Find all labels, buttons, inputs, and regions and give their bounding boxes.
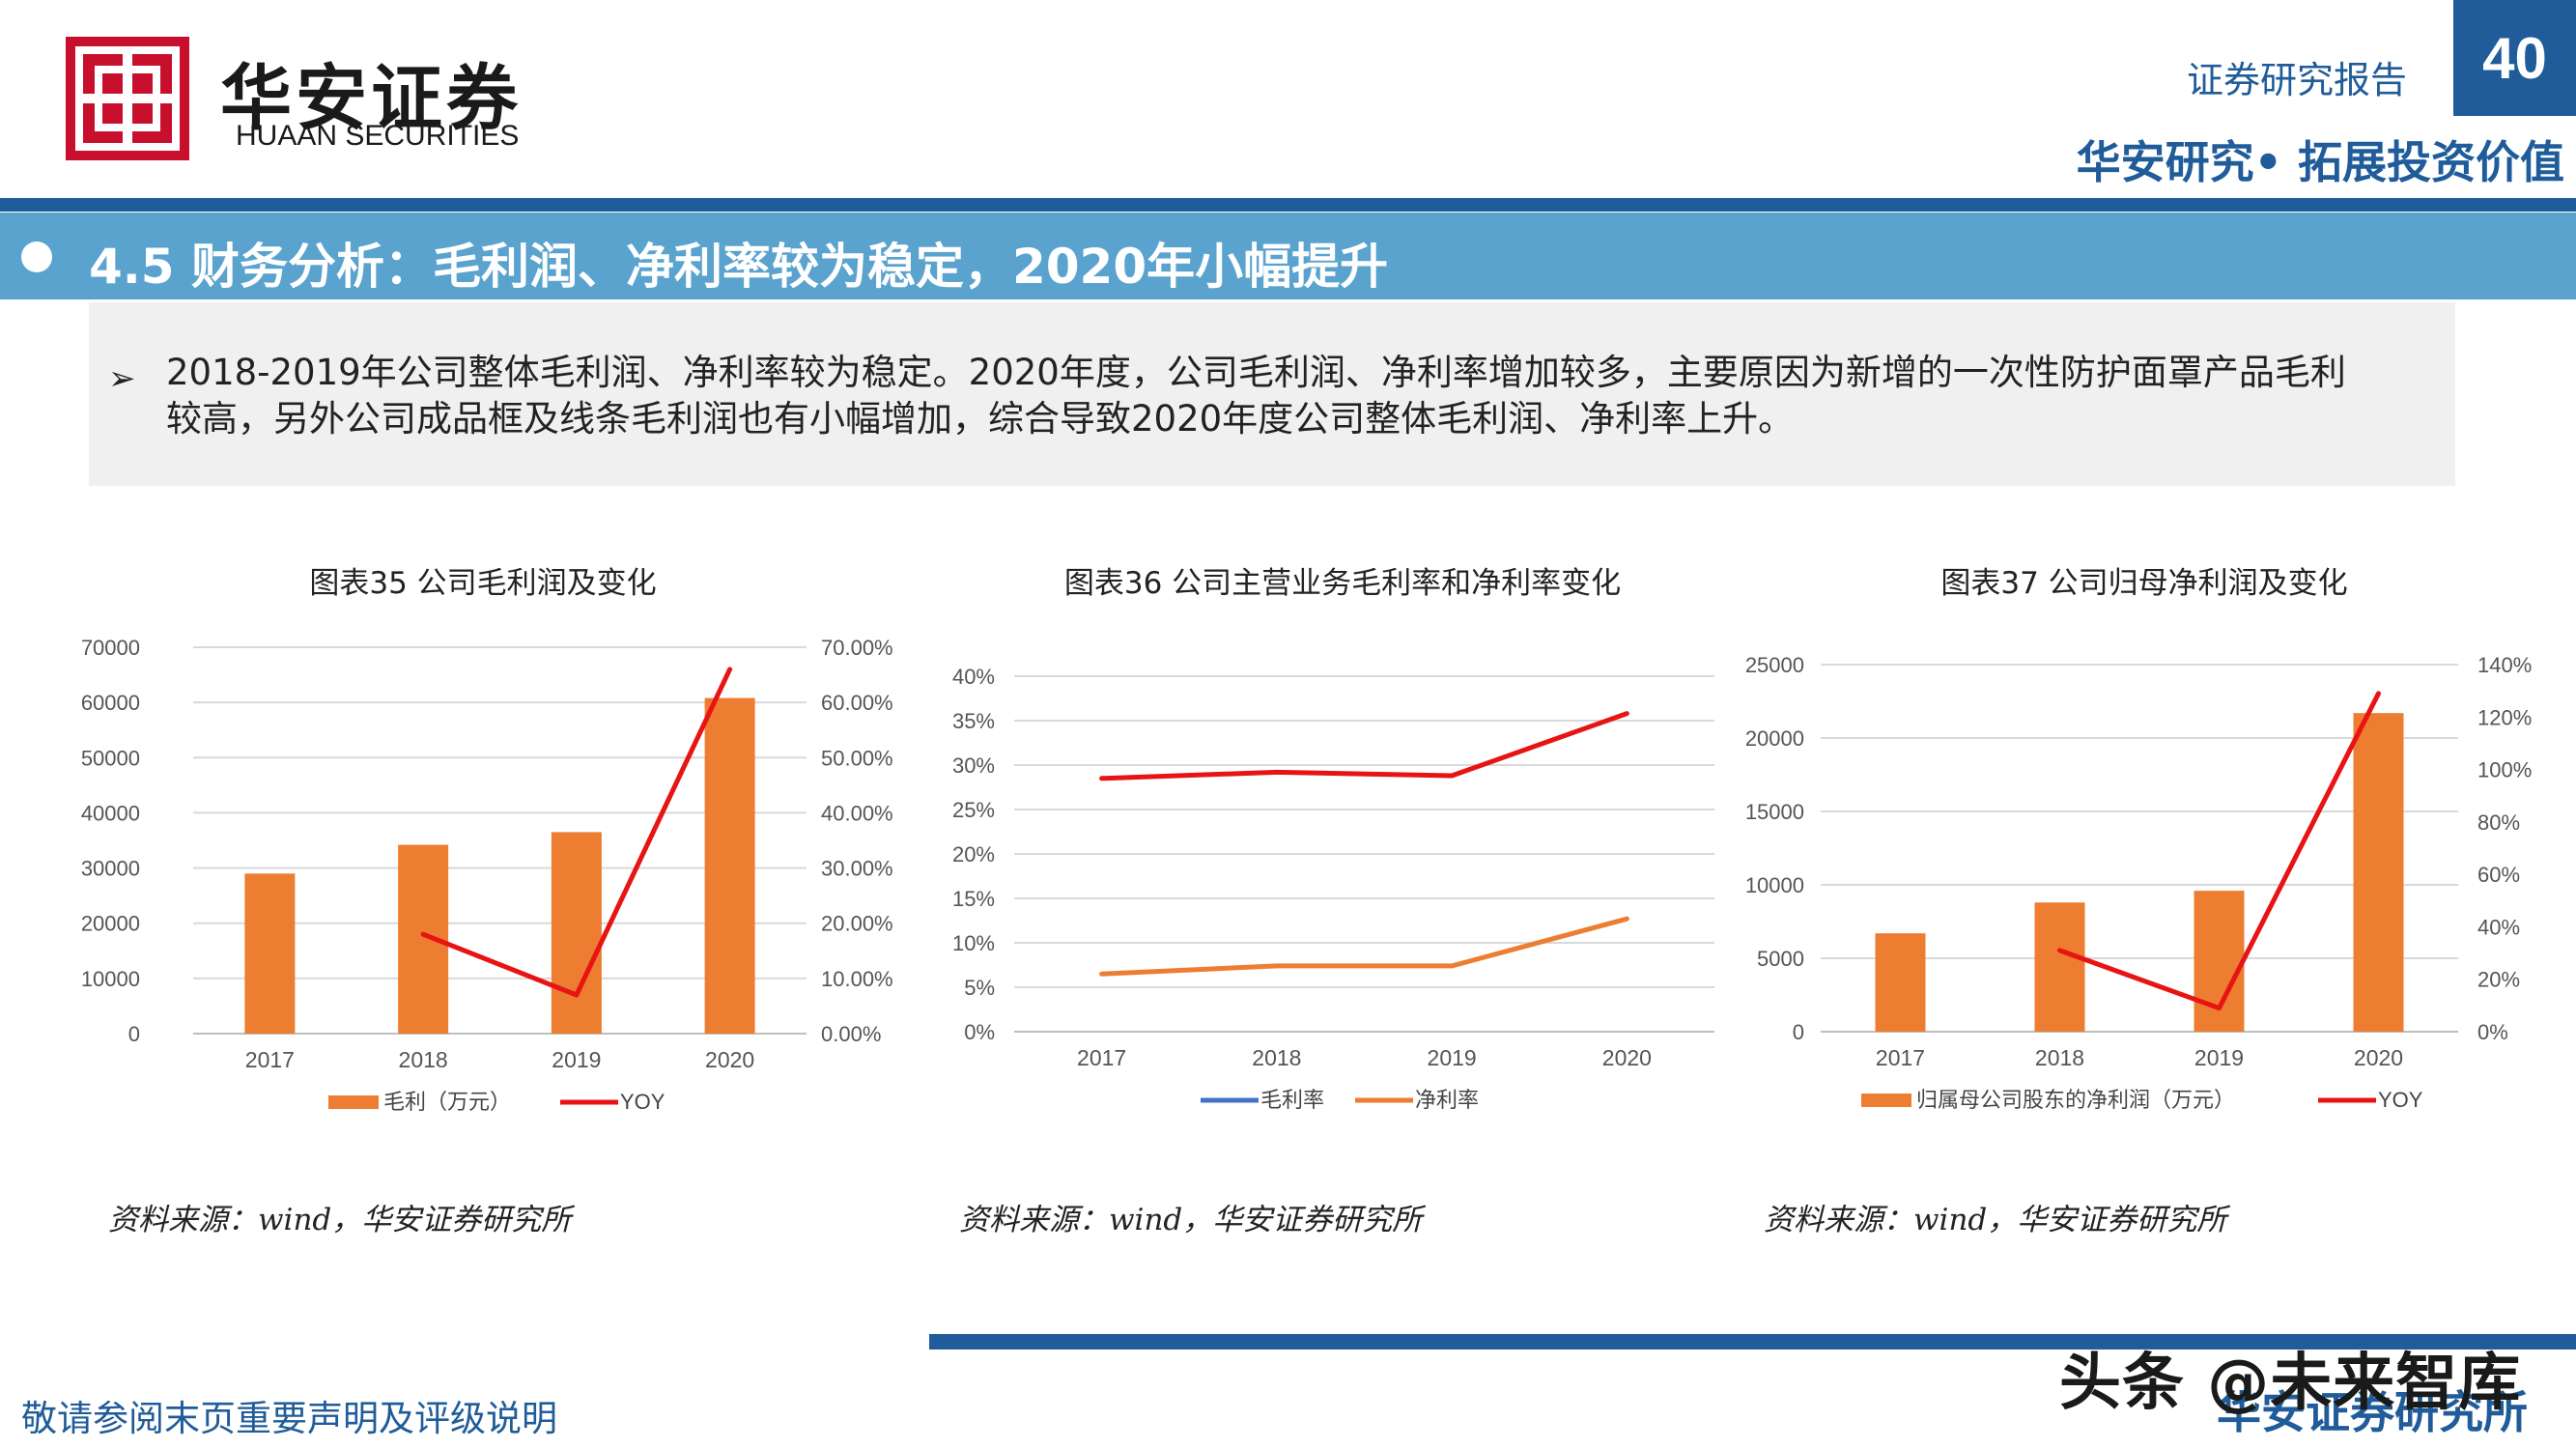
chart-0-y2-tick: 30.00% [821,857,893,881]
chart-36-title: 图表36 公司主营业务毛利率和净利率变化 [1063,566,1622,601]
section-title-band [0,213,2576,299]
chart-1-x-tick: 2018 [1252,1045,1301,1070]
chart-0-legend-label: YOY [620,1090,665,1114]
chart-2-x-tick: 2018 [2035,1045,2084,1070]
chart-2-y-tick: 20000 [1745,726,1804,751]
chart-2-y2-tick: 120% [2477,705,2532,729]
chart-2-y-tick: 25000 [1745,653,1804,677]
chart-0-y2-tick: 60.00% [821,691,893,715]
chart-1-x-tick: 2020 [1602,1045,1652,1070]
chart-0-y-tick: 70000 [81,636,140,660]
brand-name-cn: 华安证券 [220,57,522,140]
chart-1-y-tick: 25% [952,798,995,822]
chart-1-y-tick: 20% [952,842,995,867]
chart-1-y-tick: 40% [952,665,995,689]
chart-0-y-tick: 30000 [81,857,140,881]
chart-37-title: 图表37 公司归母净利润及变化 [1940,566,2348,601]
chart-0-y-tick: 20000 [81,912,140,936]
chart-1-legend-label: 毛利率 [1260,1088,1324,1112]
chart-0-y-tick: 60000 [81,691,140,715]
chart-35-title: 图表35 公司毛利润及变化 [309,566,657,601]
chart-0-y2-tick: 10.00% [821,967,893,991]
summary-line-2: 较高，另外公司成品框及线条毛利润也有小幅增加，综合导致2020年度公司整体毛利润… [166,398,1795,440]
chart-0-y-tick: 0 [128,1022,140,1046]
chart-36-source: 资料来源：wind，华安证券研究所 [959,1203,1423,1237]
chart-2-bar [2353,713,2404,1032]
chart-2-bar [2194,891,2245,1032]
chart-0-legend-swatch [328,1095,379,1109]
bullet-dot-icon [21,242,52,272]
chart-2-y2-tick: 100% [2477,758,2532,782]
chart-0-y2-tick: 70.00% [821,636,893,660]
section-title: 4.5 财务分析：毛利润、净利率较为稳定，2020年小幅提升 [89,239,1389,295]
brand-name-en: HUAAN SECURITIES [236,120,520,152]
summary-line-1: 2018-2019年公司整体毛利润、净利率较为稳定。2020年度，公司毛利润、净… [166,352,2346,393]
chart-2-y-tick: 5000 [1757,947,1804,971]
chart-0-y-tick: 40000 [81,801,140,825]
chart-0-bar [244,873,296,1034]
chart-0-x-tick: 2019 [552,1047,601,1072]
summary-text: 2018-2019年公司整体毛利润、净利率较为稳定。2020年度，公司毛利润、净… [166,350,2426,442]
chart-2-bar [2034,902,2085,1032]
chart-2-y2-tick: 0% [2477,1020,2508,1044]
footer-brand: 华安证券研究所 [2217,1386,2528,1438]
chart-2-x-tick: 2020 [2354,1045,2403,1070]
chart-2-y2-tick: 40% [2477,915,2520,939]
chart-1-series-line [1099,916,1629,977]
chart-1-x-tick: 2019 [1428,1045,1477,1070]
chart-0-legend-label: 毛利（万元） [383,1090,511,1114]
watermark: 头条 @未来智库 [2059,1348,2522,1419]
page-number: 40 [2453,0,2576,116]
chart-2-legend-label: 归属母公司股东的净利润（万元） [1916,1088,2235,1112]
chart-1-y-tick: 30% [952,753,995,778]
chart-0-x-tick: 2018 [399,1047,448,1072]
arrow-bullet-icon: ➢ [108,359,136,398]
chart-0-y2-tick: 20.00% [821,912,893,936]
chart-2-legend-label: YOY [2378,1088,2423,1112]
summary-box [89,302,2455,486]
chart-0-bar [551,832,602,1034]
chart-0-y2-tick: 40.00% [821,801,893,825]
chart-2-bar [1875,933,1926,1032]
chart-1-series-line [1099,711,1629,781]
chart-2-x-tick: 2017 [1876,1045,1925,1070]
chart-0-y2-tick: 0.00% [821,1022,881,1046]
chart-1-y-tick: 15% [952,887,995,911]
chart-0-y-tick: 10000 [81,967,140,991]
chart-35-source: 资料来源：wind，华安证券研究所 [108,1203,572,1237]
chart-2-y2-tick: 140% [2477,653,2532,677]
chart-1-y-tick: 10% [952,931,995,955]
chart-0-y-tick: 50000 [81,746,140,770]
chart-1-y-tick: 5% [964,976,995,1000]
chart-1-legend-label: 净利率 [1415,1088,1479,1112]
chart-2-y-tick: 15000 [1745,800,1804,824]
chart-37-source: 资料来源：wind，华安证券研究所 [1764,1203,2227,1237]
header-divider [0,198,2576,212]
chart-0-series-line [420,667,733,998]
chart-0-x-tick: 2020 [705,1047,754,1072]
tagline: 华安研究• 拓展投资价值 [2076,136,2564,188]
chart-2-y2-tick: 60% [2477,863,2520,887]
chart-2-series-line [2057,691,2381,1011]
chart-0-bar [704,697,755,1034]
chart-2-y2-tick: 20% [2477,968,2520,992]
chart-2-y-tick: 10000 [1745,873,1804,897]
chart-1-x-tick: 2017 [1077,1045,1126,1070]
chart-0-y2-tick: 50.00% [821,746,893,770]
footer-divider [929,1334,2576,1350]
chart-1-y-tick: 35% [952,709,995,733]
chart-2-legend-swatch [1861,1094,1911,1107]
chart-0-x-tick: 2017 [245,1047,295,1072]
chart-1-y-tick: 0% [964,1020,995,1044]
disclaimer: 敬请参阅末页重要声明及评级说明 [21,1398,557,1439]
company-logo [66,37,189,160]
chart-2-y-tick: 0 [1793,1020,1804,1044]
chart-2-x-tick: 2019 [2194,1045,2244,1070]
report-type: 证券研究报告 [2186,59,2407,101]
chart-2-y2-tick: 80% [2477,810,2520,835]
